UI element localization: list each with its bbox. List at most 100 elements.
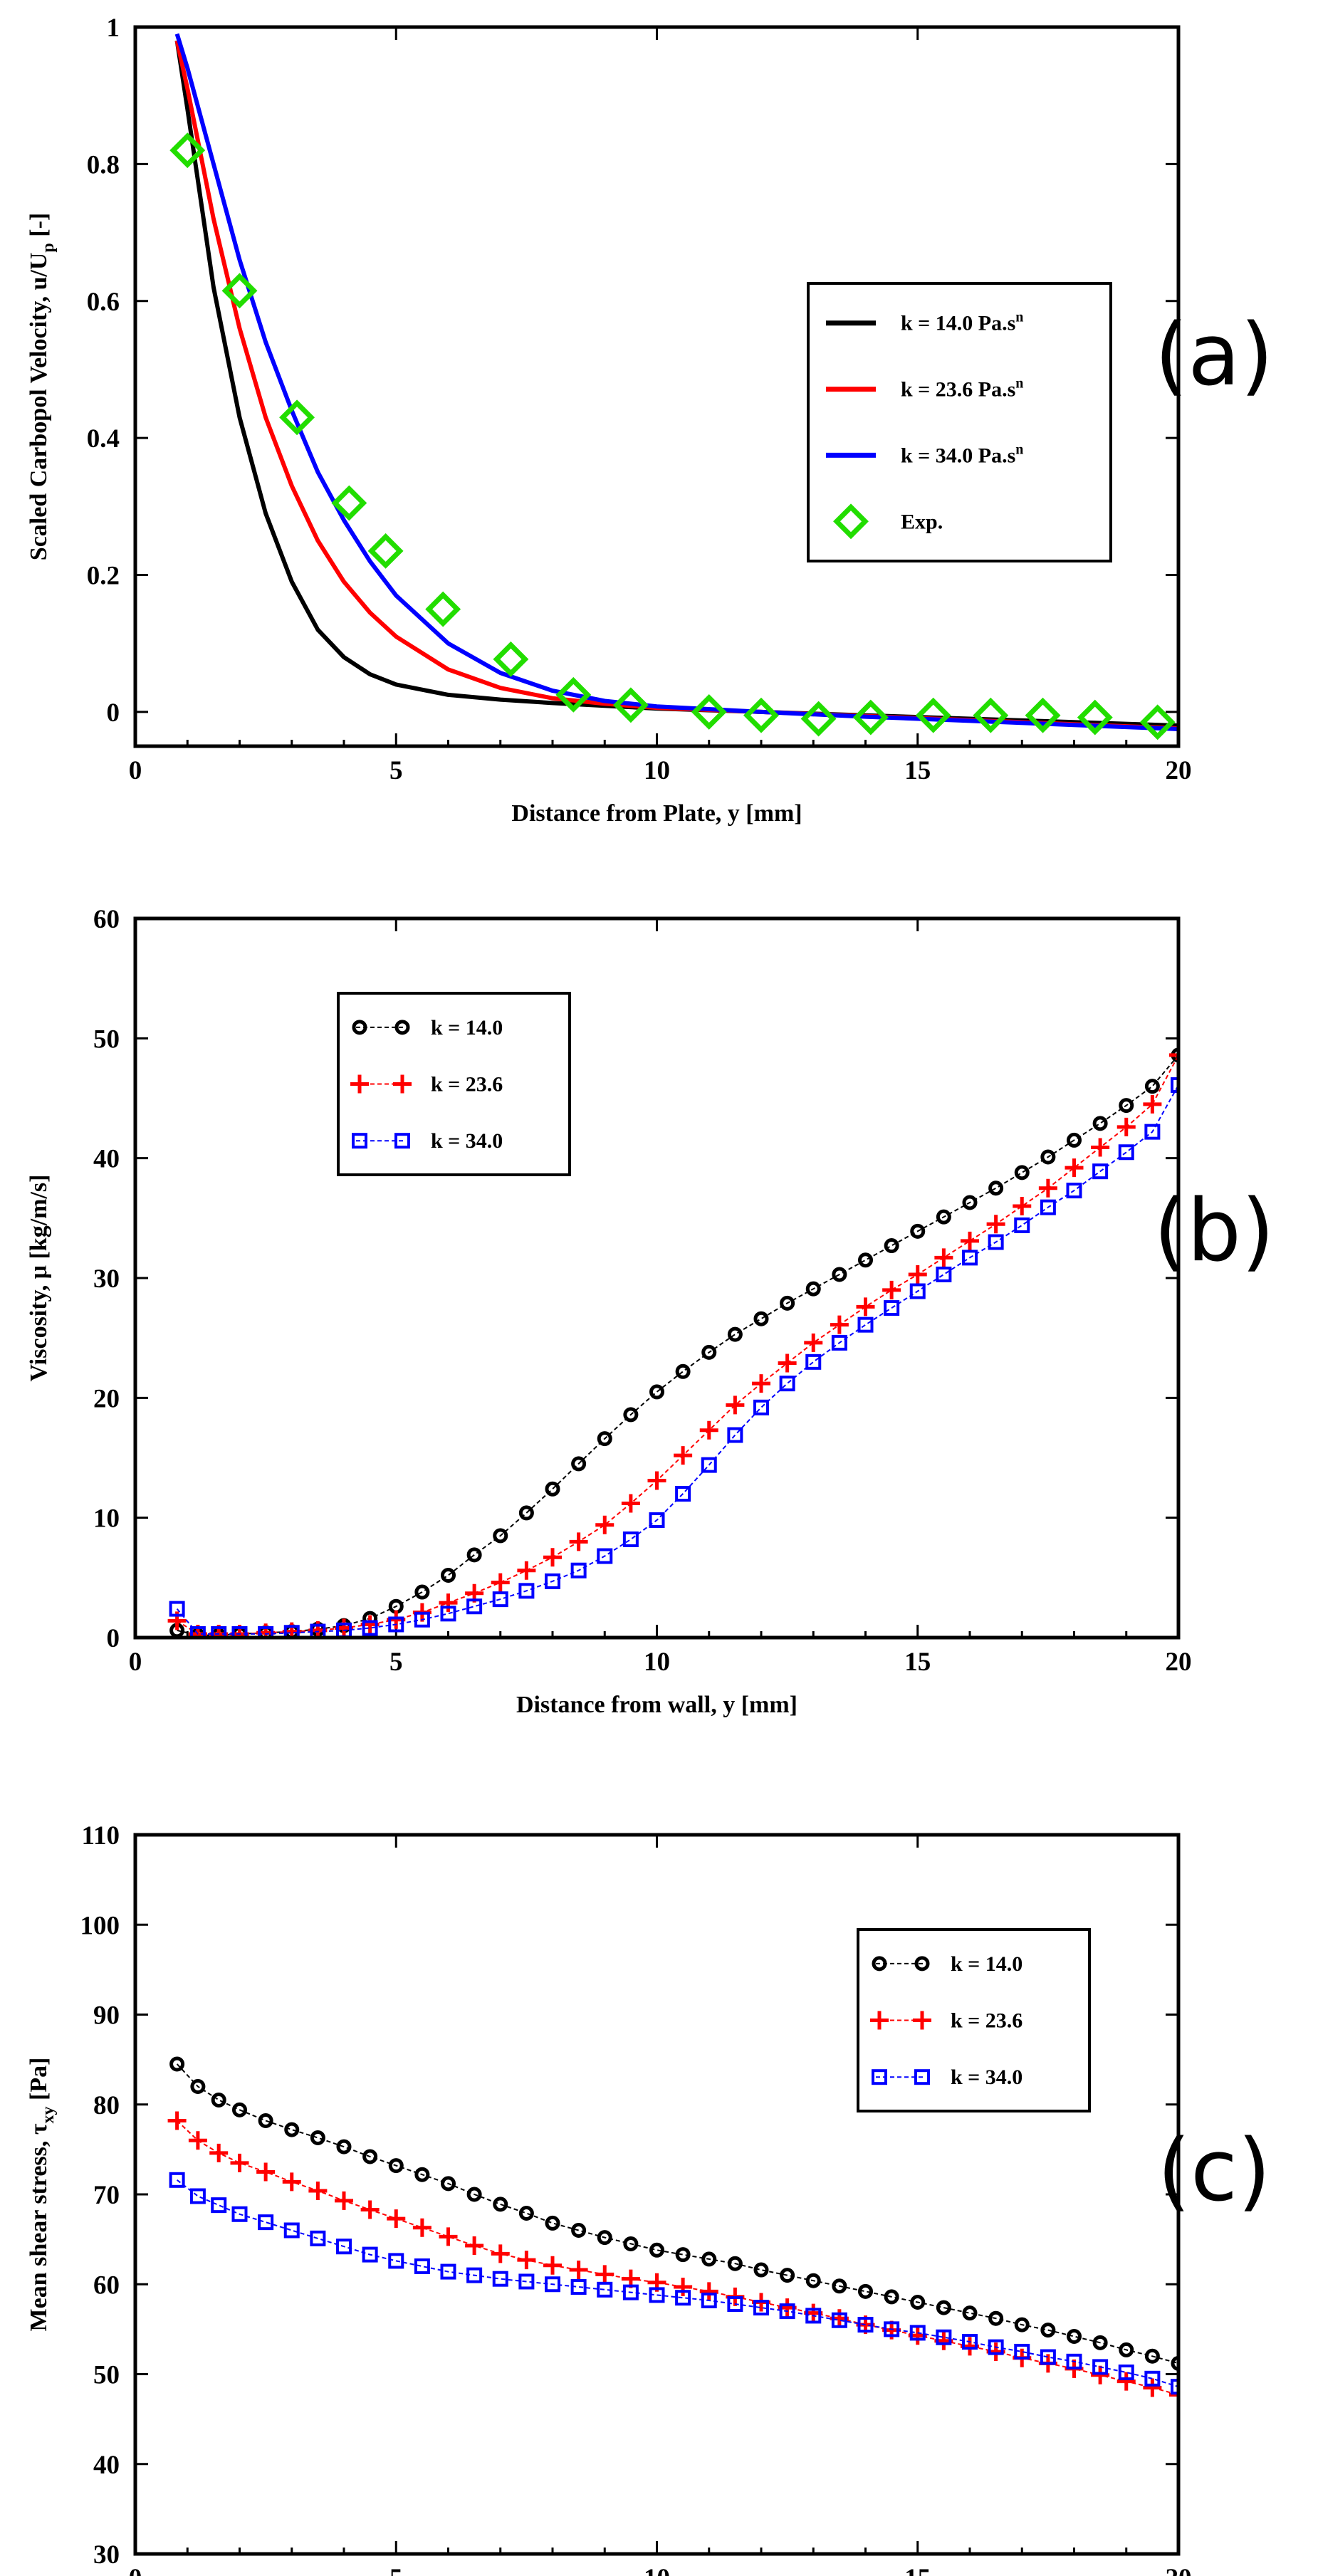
series-4-point: [367, 533, 404, 569]
series-2-point: [491, 1573, 510, 1592]
y-tick-label: 60: [93, 2271, 120, 2300]
series-3-point: [805, 1354, 822, 1370]
series-1-point: [936, 1209, 951, 1225]
legend-label-1: k = 14.0 Pa.sn: [901, 310, 1023, 335]
x-tick-label: 0: [129, 1648, 142, 1677]
series-3-point: [518, 2273, 535, 2290]
series-3-point: [388, 2253, 404, 2269]
series-1-point: [701, 1344, 717, 1360]
series-2-point: [778, 1354, 797, 1373]
series-1-point: [780, 1295, 795, 1311]
plot-frame: [133, 1833, 1181, 2556]
series-4-point: [743, 697, 779, 733]
series-2-point: [517, 2251, 536, 2270]
series-3-point: [283, 2222, 300, 2239]
series-1-point: [780, 2268, 795, 2283]
series-2-point: [1013, 1197, 1032, 1215]
series-1-point: [1067, 2328, 1082, 2344]
legend-label-2: k = 23.6 Pa.sn: [901, 376, 1023, 402]
series-3-point: [189, 2188, 206, 2204]
series-1-point: [518, 2206, 534, 2221]
series-2-point: [1116, 2372, 1136, 2391]
panel-label: (a): [1154, 306, 1273, 405]
series-3-point: [988, 1234, 1004, 1250]
series-1-point: [1144, 1079, 1160, 1094]
series-3-point: [570, 1562, 587, 1578]
legend-swatch-1-b: [914, 1956, 930, 1972]
series-1-point: [1014, 1165, 1030, 1180]
x-tick-label: 15: [904, 756, 931, 785]
x-tick-label: 5: [389, 756, 403, 785]
panel-label: (b): [1154, 1182, 1275, 1281]
legend-swatch-2: [350, 1074, 369, 1094]
series-3-point: [909, 1283, 926, 1299]
series-2-point: [882, 1280, 901, 1299]
plot-frame: [133, 916, 1181, 1640]
series-3-point: [1144, 2370, 1161, 2387]
series-2-point: [360, 2200, 380, 2219]
legend-swatch-2-b: [913, 2011, 931, 2030]
legend-swatch-3-b: [914, 2069, 930, 2085]
series-1-point: [910, 1223, 926, 1239]
y-tick-label: 0.4: [87, 424, 120, 454]
series-3-point: [884, 2321, 900, 2337]
y-tick-label: 0: [107, 1624, 120, 1653]
series-3-point: [1118, 1144, 1134, 1161]
y-tick-label: 20: [93, 1384, 120, 1413]
series-3-point: [362, 1620, 378, 1636]
series-2-point: [439, 2227, 458, 2246]
x-tick-label: 0: [129, 756, 142, 785]
series-3-point: [189, 1625, 206, 1638]
series-2-point: [543, 2256, 562, 2275]
series-1-point: [910, 2295, 926, 2310]
series-1-point: [1040, 2323, 1056, 2338]
series-1-point: [832, 1267, 847, 1282]
series-1-point: [466, 1547, 482, 1563]
series-1-point: [1040, 1149, 1056, 1165]
series-2-point: [699, 1420, 718, 1440]
series-1-point: [169, 2056, 185, 2072]
series-2-point: [230, 2153, 249, 2172]
series-1-point: [258, 2112, 273, 2128]
series-1-point: [884, 2289, 899, 2305]
series-1-point: [675, 1363, 691, 1379]
series-1-point: [493, 2197, 508, 2212]
series-3-point: [988, 2339, 1004, 2355]
series-1-point: [1092, 1116, 1108, 1131]
series-3-point: [909, 2325, 926, 2341]
series-2-point: [804, 1333, 823, 1352]
series-1-point: [936, 2300, 951, 2315]
legend-label-3: k = 34.0: [431, 1129, 503, 1153]
series-3-point: [283, 1625, 300, 1638]
series-4-point: [852, 699, 889, 735]
series-connector-1: [176, 2063, 1178, 2365]
series-1-point: [805, 2273, 821, 2288]
series-1-point: [545, 1481, 560, 1497]
series-3-point: [675, 2290, 691, 2306]
series-2-point: [491, 2244, 510, 2263]
series-4-point: [1025, 697, 1061, 733]
series-2-point: [830, 1315, 849, 1334]
series-1-point: [805, 1281, 821, 1297]
legend: k = 14.0 k = 23.6 k = 34.0: [857, 1928, 1091, 2112]
series-1-point: [727, 2256, 743, 2271]
series-1-point: [988, 1180, 1004, 1196]
chart-panel-2: 0 5 10 15 20 0 10 20 30 40 50 60 Distance from wall,…: [26, 905, 1275, 1718]
y-tick-label: 110: [82, 1821, 120, 1850]
y-axis-title: Mean shear stress, τxy [Pa]: [26, 2058, 58, 2332]
y-tick-label: 0.8: [87, 150, 120, 179]
series-connector-3: [176, 2179, 1178, 2388]
series-2-point: [595, 2265, 614, 2284]
series-3-point: [1171, 1077, 1178, 1093]
y-tick-label: 100: [80, 1911, 120, 1940]
series-1-point: [623, 2236, 639, 2251]
series-connector-2: [176, 2120, 1178, 2396]
x-axis-title: Distance from Plate, y [mm]: [511, 800, 802, 827]
series-4-point: [1077, 699, 1113, 735]
series-4-point: [493, 641, 529, 677]
series-3-point: [622, 2284, 639, 2300]
x-tick-label: 5: [389, 1648, 403, 1677]
series-2-point: [282, 2172, 301, 2192]
series-2-point: [412, 2218, 432, 2237]
